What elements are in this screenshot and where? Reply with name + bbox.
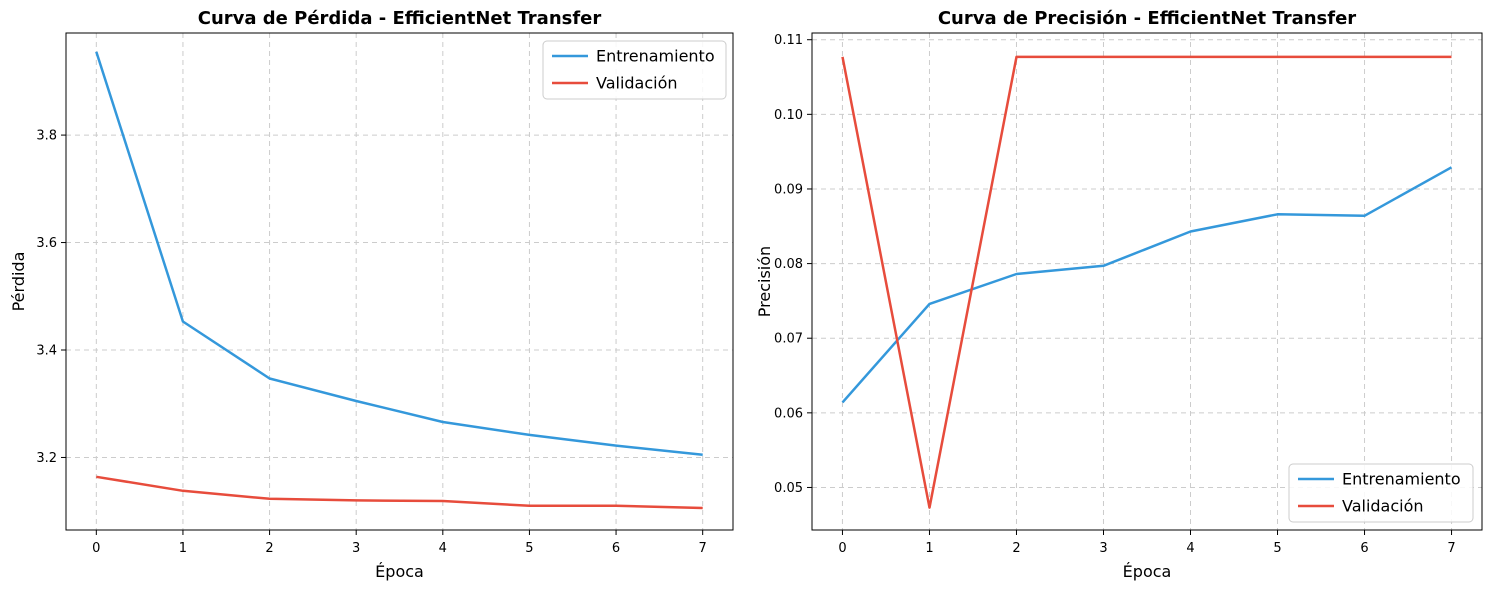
- legend: Entrenamiento Validación: [542, 40, 727, 100]
- chart-title: Curva de Pérdida - EfficientNet Transfer: [198, 8, 602, 29]
- y-tick-label: 0.05: [774, 481, 803, 496]
- x-tick-label: 2: [1012, 541, 1020, 556]
- chart-panel-1: 0 1 2 3 4 5 6 7 0.05 0.06 0.07 0.08 0.09 0.10 0.11 Curv…: [755, 8, 1483, 581]
- x-tick-label: 6: [1360, 541, 1368, 556]
- x-axis-label: Época: [1123, 562, 1172, 581]
- x-axis-label: Época: [375, 562, 424, 581]
- y-tick-label: 0.11: [774, 33, 803, 48]
- x-tick-label: 3: [352, 541, 360, 556]
- series-line-entrenamiento: [95, 51, 703, 457]
- x-tick-label: 7: [1447, 541, 1455, 556]
- y-tick-label: 0.10: [774, 108, 803, 123]
- legend: Entrenamiento Validación: [1288, 463, 1474, 523]
- series-line-validacion: [841, 55, 1452, 509]
- y-tick-label: 0.07: [774, 332, 803, 347]
- chart-panel-0: 0 1 2 3 4 5 6 7 3.2 3.4 3.6 3.8 Curva de Pérdida - E…: [9, 8, 734, 581]
- plot-frame: [811, 32, 1483, 531]
- y-tick-label: 3.8: [36, 129, 57, 144]
- legend-label: Entrenamiento: [596, 47, 715, 66]
- x-tick-label: 0: [92, 541, 100, 556]
- legend-label: Entrenamiento: [1342, 470, 1461, 489]
- x-tick-label: 3: [1099, 541, 1107, 556]
- y-tick-label: 0.06: [774, 406, 803, 421]
- y-tick-label: 0.08: [774, 257, 803, 272]
- legend-label: Validación: [596, 74, 678, 93]
- legend-box: [1288, 463, 1474, 523]
- y-tick-label: 3.4: [36, 344, 57, 359]
- x-tick-label: 2: [265, 541, 273, 556]
- series-line-entrenamiento: [841, 166, 1453, 404]
- legend-box: [542, 40, 727, 100]
- chart-title: Curva de Precisión - EfficientNet Transf…: [938, 8, 1356, 29]
- y-axis-label: Precisión: [755, 246, 774, 317]
- x-tick-label: 7: [699, 541, 707, 556]
- x-tick-label: 0: [838, 541, 846, 556]
- y-axis-label: Pérdida: [9, 252, 28, 312]
- plot-frame: [65, 32, 734, 531]
- x-tick-label: 1: [925, 541, 933, 556]
- x-tick-label: 4: [1186, 541, 1194, 556]
- x-tick-label: 6: [612, 541, 620, 556]
- y-tick-label: 0.09: [774, 182, 803, 197]
- x-tick-label: 1: [179, 541, 187, 556]
- x-tick-label: 4: [439, 541, 447, 556]
- x-tick-label: 5: [525, 541, 533, 556]
- x-tick-label: 5: [1273, 541, 1281, 556]
- legend-label: Validación: [1342, 497, 1424, 516]
- series-line-validacion: [96, 475, 703, 510]
- y-tick-label: 3.6: [36, 236, 57, 251]
- y-tick-label: 3.2: [36, 451, 57, 466]
